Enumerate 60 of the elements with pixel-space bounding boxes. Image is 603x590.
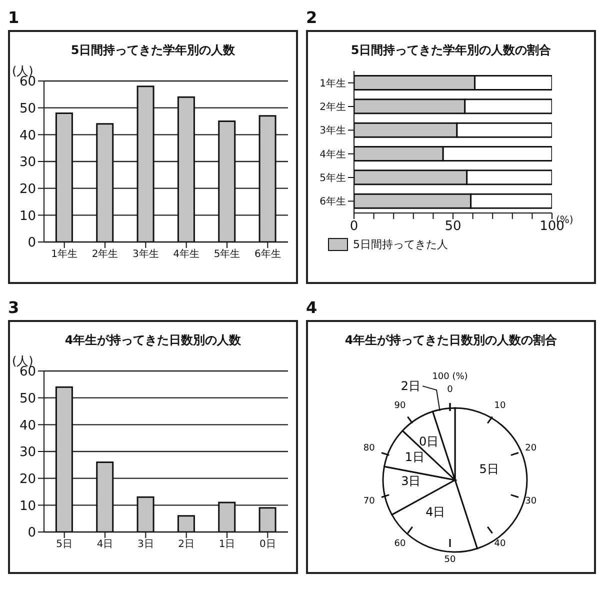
x-tick-label: 3日 bbox=[137, 539, 154, 550]
y-tick-label: 40 bbox=[19, 128, 36, 144]
slice-label: 3日 bbox=[401, 474, 421, 488]
x-tick-label: 2日 bbox=[178, 539, 195, 550]
x-tick-label: 4日 bbox=[96, 539, 114, 550]
y-tick-label: 4年生 bbox=[320, 148, 346, 160]
y-tick-label: 50 bbox=[19, 101, 36, 116]
y-tick-label: 10 bbox=[19, 498, 36, 514]
x-tick-label: 5年生 bbox=[214, 248, 240, 260]
x-tick-label: 5日 bbox=[56, 539, 73, 550]
y-tick-label: 60 bbox=[19, 364, 36, 380]
text: 0 bbox=[447, 385, 454, 395]
text: 40 bbox=[494, 538, 506, 549]
x-tick-label: 2年生 bbox=[92, 248, 118, 260]
y-tick-label: 2年生 bbox=[320, 101, 346, 114]
y-tick-label: 1年生 bbox=[320, 77, 346, 90]
text: 70 bbox=[363, 496, 376, 506]
slice-label: 5日 bbox=[479, 462, 499, 476]
text: 3 bbox=[8, 298, 20, 319]
y-tick-label: 50 bbox=[19, 391, 36, 406]
chart-title: 5日間持ってきた学年別の人数 bbox=[70, 43, 236, 57]
x-tick-label: 6年生 bbox=[254, 248, 281, 260]
x-tick-label: 1日 bbox=[218, 539, 236, 550]
text: 20 bbox=[525, 444, 537, 454]
legend-label: 5日間持ってきた人 bbox=[352, 237, 448, 252]
x-tick-label: 50 bbox=[444, 219, 462, 234]
x-tick-label: 4年生 bbox=[173, 248, 200, 260]
slice-label: 2日 bbox=[400, 379, 421, 394]
text: 60 bbox=[394, 538, 406, 549]
slice-label: 4日 bbox=[426, 504, 446, 519]
y-tick-label: 6年生 bbox=[320, 196, 346, 208]
text: 10 bbox=[494, 401, 506, 412]
x-tick-label: 0 bbox=[350, 219, 358, 234]
slice-label: 0日 bbox=[418, 434, 439, 449]
x-tick-label: 3年生 bbox=[132, 248, 159, 260]
text: 2 bbox=[306, 8, 318, 29]
text: 80 bbox=[363, 444, 376, 454]
y-tick-label: 40 bbox=[19, 418, 36, 434]
legend-label: 1日 bbox=[404, 450, 425, 464]
text: 90 bbox=[394, 401, 406, 412]
y-tick-label: 60 bbox=[19, 74, 36, 90]
chart-title: 5日間持ってきた学年別の人数の割合 bbox=[350, 42, 552, 59]
y-tick-label: 20 bbox=[19, 472, 36, 487]
y-tick-label: 0 bbox=[28, 236, 36, 251]
y-tick-label: 30 bbox=[19, 445, 36, 460]
text: 30 bbox=[525, 496, 537, 506]
text: 1 bbox=[8, 8, 20, 29]
text: 4 bbox=[306, 298, 318, 319]
text: 50 bbox=[444, 555, 456, 565]
x-tick-label: 1年生 bbox=[51, 248, 78, 260]
chart-title: 4年生が持ってきた日数別の人数の割合 bbox=[344, 332, 558, 349]
chart-title: 4年生が持ってきた日数別の人数 bbox=[64, 333, 242, 347]
y-tick-label: 0 bbox=[28, 526, 36, 541]
y-tick-label: 10 bbox=[19, 208, 36, 224]
y-tick-label: 3年生 bbox=[320, 124, 346, 137]
y-tick-label: 5年生 bbox=[320, 172, 346, 184]
y-tick-label: 20 bbox=[19, 182, 36, 197]
text: 100 (%) bbox=[432, 372, 468, 382]
y-tick-label: 30 bbox=[19, 155, 36, 170]
x-tick-label: 0日 bbox=[259, 539, 276, 550]
